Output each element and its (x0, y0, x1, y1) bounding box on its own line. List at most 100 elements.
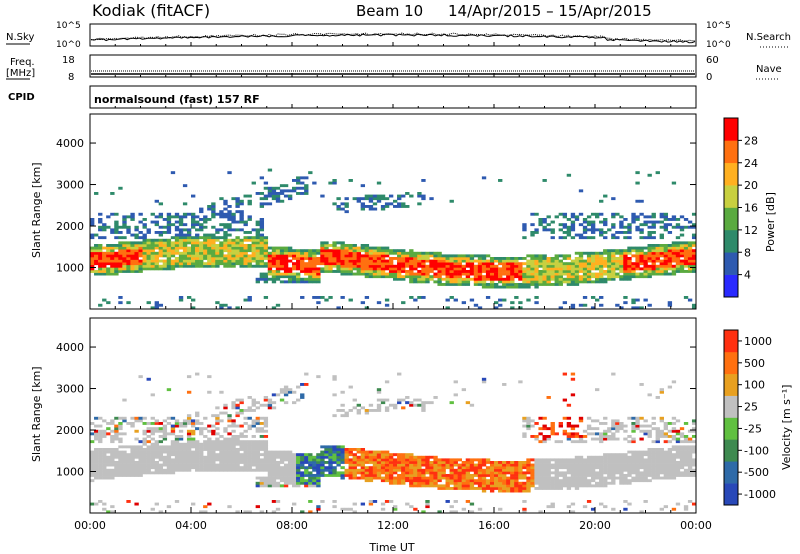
echo-cell (607, 435, 612, 438)
echo-cell (178, 220, 184, 224)
echo-cell (639, 429, 644, 433)
echo-cell (292, 267, 297, 271)
echo-cell (166, 212, 172, 216)
echo-cell (485, 461, 491, 464)
echo-cell (401, 267, 406, 271)
echo-cell (401, 254, 406, 258)
echo-cell (679, 466, 685, 470)
echo-cell (162, 424, 168, 428)
echo-cell (465, 487, 471, 490)
echo-cell (182, 249, 188, 253)
echo-cell (259, 246, 265, 250)
echo-cell (178, 448, 184, 451)
echo-cell (546, 427, 551, 431)
echo-cell (510, 264, 515, 268)
echo-cell (510, 474, 515, 477)
echo-cell (283, 184, 289, 188)
echo-cell (586, 262, 592, 266)
echo-cell (231, 463, 236, 467)
echo-cell (631, 306, 636, 310)
echo-cell (619, 306, 624, 310)
echo-cell (239, 218, 244, 221)
echo-cell (417, 474, 422, 477)
echo-cell (211, 259, 216, 263)
echo-cell (134, 471, 139, 475)
echo-cell (388, 202, 394, 206)
echo-cell (481, 380, 487, 384)
echo-cell (437, 259, 442, 263)
echo-cell (667, 429, 673, 433)
echo-cell (667, 264, 673, 268)
echo-cell (619, 453, 624, 457)
echo-cell (110, 505, 115, 509)
echo-cell (425, 502, 430, 506)
echo-cell (445, 264, 450, 268)
echo-cell (570, 277, 576, 281)
colorbar-tick-label: -500 (744, 466, 769, 479)
echo-cell (542, 254, 547, 258)
echo-cell (114, 264, 119, 268)
echo-cell (360, 448, 366, 451)
echo-cell (251, 236, 256, 240)
echo-cell (671, 476, 677, 480)
echo-cell (590, 212, 596, 216)
echo-cell (283, 466, 289, 470)
echo-cell (312, 264, 317, 268)
echo-cell (651, 251, 656, 255)
echo-cell (292, 390, 297, 394)
echo-cell (397, 194, 402, 198)
echo-cell (425, 471, 430, 475)
echo-cell (409, 474, 414, 477)
echo-cell (154, 442, 159, 446)
echo-cell (687, 445, 693, 449)
echo-cell (607, 461, 612, 464)
echo-cell (550, 277, 555, 281)
echo-cell (320, 450, 325, 454)
echo-cell (380, 251, 386, 255)
echo-cell (401, 471, 406, 475)
echo-cell (162, 249, 168, 253)
echo-cell (255, 461, 260, 464)
echo-cell (546, 437, 551, 441)
echo-cell (304, 249, 309, 253)
echo-cell (154, 502, 159, 506)
echo-cell (130, 468, 135, 472)
echo-cell (130, 445, 135, 449)
echo-cell (324, 270, 329, 273)
echo-cell (227, 455, 232, 459)
echo-cell (651, 270, 656, 273)
echo-cell (122, 398, 127, 402)
echo-cell (182, 455, 188, 459)
echo-cell (239, 448, 244, 451)
echo-cell (615, 303, 620, 307)
echo-cell (425, 484, 430, 488)
echo-cell (98, 251, 103, 255)
echo-cell (449, 481, 454, 485)
echo-cell (199, 453, 204, 457)
echo-cell (586, 223, 592, 227)
echo-cell (223, 461, 228, 464)
echo-cell (397, 262, 402, 266)
echo-cell (502, 489, 507, 493)
echo-cell (211, 466, 216, 470)
echo-cell (150, 241, 155, 245)
echo-cell (590, 468, 596, 472)
echo-cell (275, 484, 281, 488)
echo-cell (162, 427, 168, 431)
echo-cell (223, 207, 228, 211)
echo-cell (300, 393, 305, 397)
echo-cell (611, 419, 616, 423)
echo-cell (150, 466, 155, 470)
echo-cell (586, 466, 592, 470)
echo-cell (296, 453, 301, 457)
echo-cell (267, 272, 273, 276)
echo-cell (368, 403, 374, 407)
echo-cell (376, 458, 382, 462)
echo-cell (90, 461, 95, 464)
echo-cell (494, 461, 499, 464)
echo-cell (146, 257, 151, 260)
echo-cell (429, 270, 434, 273)
echo-cell (570, 280, 576, 284)
echo-cell (687, 468, 693, 472)
echo-cell (469, 277, 475, 281)
